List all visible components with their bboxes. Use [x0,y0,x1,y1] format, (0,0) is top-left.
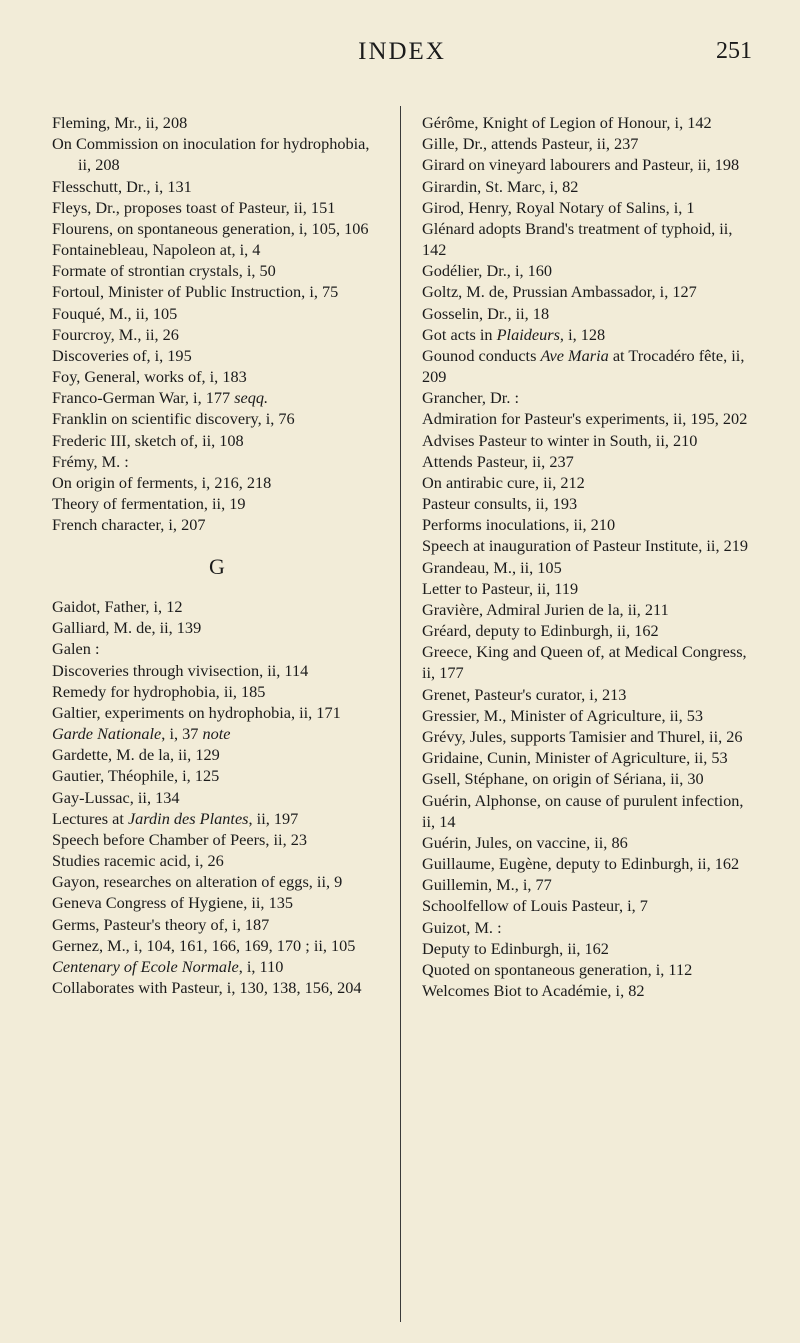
index-entry: Studies racemic acid, i, 26 [52,850,382,871]
index-entry: Theory of fermentation, ii, 19 [52,493,382,514]
index-entry: On antirabic cure, ii, 212 [422,472,752,493]
index-entry: Discoveries through vivisection, ii, 114 [52,660,382,681]
index-entry: Advises Pasteur to winter in South, ii, … [422,430,752,451]
index-entry: Welcomes Biot to Académie, i, 82 [422,980,752,1001]
index-entry: Gayon, researches on alteration of eggs,… [52,871,382,892]
index-entry: Gridaine, Cunin, Minister of Agriculture… [422,747,752,768]
left-column: Fleming, Mr., ii, 208On Commission on in… [52,112,382,998]
index-entry: Gravière, Admiral Jurien de la, ii, 211 [422,599,752,620]
index-entry: Guérin, Alphonse, on cause of purulent i… [422,790,752,832]
index-entry: Gardette, M. de la, ii, 129 [52,744,382,765]
index-entry: Galtier, experiments on hydrophobia, ii,… [52,702,382,723]
index-entry: Guérin, Jules, on vaccine, ii, 86 [422,832,752,853]
index-entry: Greece, King and Queen of, at Medical Co… [422,641,752,683]
index-entry: Gaidot, Father, i, 12 [52,596,382,617]
index-entry: Grévy, Jules, supports Tamisier and Thur… [422,726,752,747]
index-entry: Frémy, M. : [52,451,382,472]
index-entry: Performs inoculations, ii, 210 [422,514,752,535]
index-entry: Fleming, Mr., ii, 208 [52,112,382,133]
index-entry: Speech before Chamber of Peers, ii, 23 [52,829,382,850]
page-header: INDEX 251 [52,38,752,84]
index-entry: Garde Nationale, i, 37 note [52,723,382,744]
index-entry: Formate of strontian crystals, i, 50 [52,260,382,281]
index-entry: Gounod conducts Ave Maria at Trocadéro f… [422,345,752,387]
index-entry: Gille, Dr., attends Pasteur, ii, 237 [422,133,752,154]
index-entry: Gressier, M., Minister of Agriculture, i… [422,705,752,726]
index-entry: Galliard, M. de, ii, 139 [52,617,382,638]
index-entry: Guizot, M. : [422,917,752,938]
index-entry: Girard on vineyard labourers and Pasteur… [422,154,752,175]
page-title: INDEX [358,38,446,66]
index-entry: French character, i, 207 [52,514,382,535]
index-entry: Speech at inauguration of Pasteur Instit… [422,535,752,556]
index-entry: Franco-German War, i, 177 seqq. [52,387,382,408]
index-entry: Lectures at Jardin des Plantes, ii, 197 [52,808,382,829]
index-entry: Franklin on scientific discovery, i, 76 [52,408,382,429]
index-entry: Grandeau, M., ii, 105 [422,557,752,578]
index-entry: Fortoul, Minister of Public Instruction,… [52,281,382,302]
index-entry: Guillaume, Eugène, deputy to Edinburgh, … [422,853,752,874]
index-entry: Got acts in Plaideurs, i, 128 [422,324,752,345]
index-entry: Collaborates with Pasteur, i, 130, 138, … [52,977,382,998]
index-entry: Grancher, Dr. : [422,387,752,408]
index-entry: Quoted on spontaneous generation, i, 112 [422,959,752,980]
index-entry: Centenary of Ecole Normale, i, 110 [52,956,382,977]
index-entry: Remedy for hydrophobia, ii, 185 [52,681,382,702]
page-number: 251 [716,38,752,65]
index-entry: Godélier, Dr., i, 160 [422,260,752,281]
index-entry: Gréard, deputy to Edinburgh, ii, 162 [422,620,752,641]
index-entry: Discoveries of, i, 195 [52,345,382,366]
column-divider [400,106,401,1322]
index-entry: Geneva Congress of Hygiene, ii, 135 [52,892,382,913]
index-entry: Girod, Henry, Royal Notary of Salins, i,… [422,197,752,218]
index-entry: Letter to Pasteur, ii, 119 [422,578,752,599]
index-entry: Fouqué, M., ii, 105 [52,303,382,324]
index-entry: On Commission on inoculation for hydroph… [52,133,382,175]
index-entry: Glénard adopts Brand's treatment of typh… [422,218,752,260]
index-entry: Gautier, Théophile, i, 125 [52,765,382,786]
index-entry: Pasteur consults, ii, 193 [422,493,752,514]
index-entry: Goltz, M. de, Prussian Ambassador, i, 12… [422,281,752,302]
index-entry: Gernez, M., i, 104, 161, 166, 169, 170 ;… [52,935,382,956]
page: INDEX 251 Fleming, Mr., ii, 208On Commis… [52,38,752,1303]
index-entry: On origin of ferments, i, 216, 218 [52,472,382,493]
index-entry: Deputy to Edinburgh, ii, 162 [422,938,752,959]
index-entry: Gérôme, Knight of Legion of Honour, i, 1… [422,112,752,133]
index-entry: Galen : [52,638,382,659]
right-column: Gérôme, Knight of Legion of Honour, i, 1… [422,112,752,1001]
index-entry: Girardin, St. Marc, i, 82 [422,176,752,197]
index-entry: Gsell, Stéphane, on origin of Sériana, i… [422,768,752,789]
index-entry: Attends Pasteur, ii, 237 [422,451,752,472]
index-entry: Fontainebleau, Napoleon at, i, 4 [52,239,382,260]
index-entry: Schoolfellow of Louis Pasteur, i, 7 [422,895,752,916]
index-entry: Flourens, on spontaneous generation, i, … [52,218,382,239]
index-entry: Flesschutt, Dr., i, 131 [52,176,382,197]
index-entry: Frederic III, sketch of, ii, 108 [52,430,382,451]
section-letter: G [52,553,382,582]
index-entry: Gosselin, Dr., ii, 18 [422,303,752,324]
index-entry: Grenet, Pasteur's curator, i, 213 [422,684,752,705]
index-entry: Fleys, Dr., proposes toast of Pasteur, i… [52,197,382,218]
index-entry: Germs, Pasteur's theory of, i, 187 [52,914,382,935]
index-entry: Gay-Lussac, ii, 134 [52,787,382,808]
index-entry: Guillemin, M., i, 77 [422,874,752,895]
index-entry: Fourcroy, M., ii, 26 [52,324,382,345]
index-entry: Admiration for Pasteur's experiments, ii… [422,408,752,429]
index-entry: Foy, General, works of, i, 183 [52,366,382,387]
